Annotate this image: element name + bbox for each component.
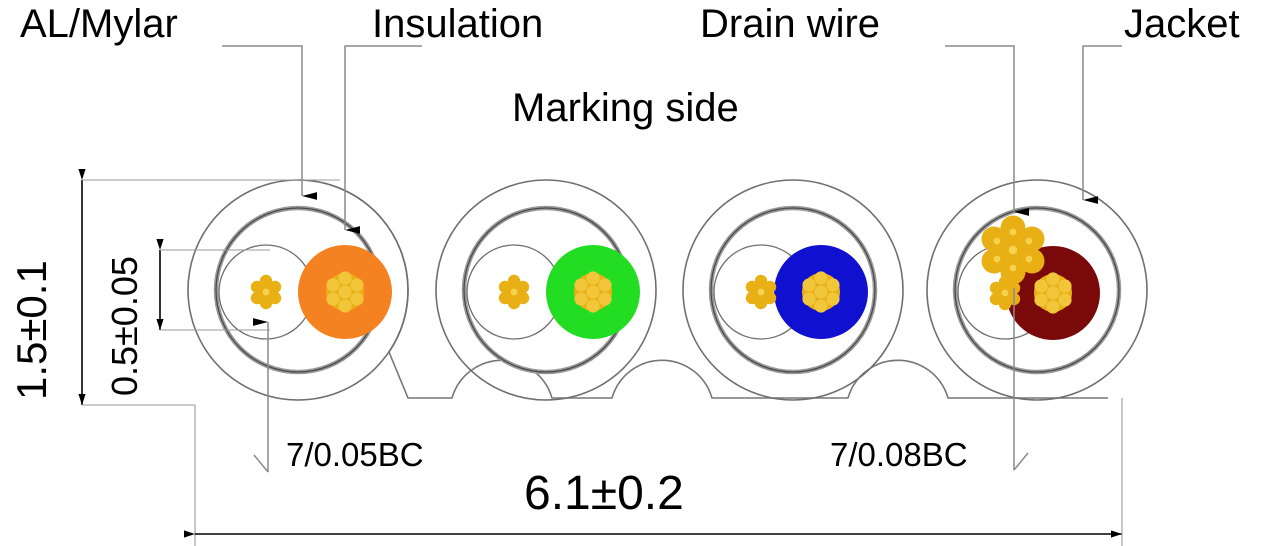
drain-wire-bundle-large — [981, 215, 1045, 285]
leader-lines-top — [222, 45, 1122, 234]
dimension-label-width-overall: 6.1±0.2 — [524, 467, 684, 520]
leader-al-mylar — [222, 45, 317, 200]
dimension-label-height-overall: 1.5±0.1 — [8, 260, 55, 400]
insulated-conductor-blue — [774, 245, 868, 339]
label-marking-side: Marking side — [512, 86, 739, 130]
copper-strands-maroon — [1034, 272, 1072, 314]
label-small-conductor-spec: 7/0.05BC — [286, 436, 424, 473]
drain-wire-strands-1 — [250, 274, 282, 310]
dimension-height-overall — [78, 169, 340, 546]
jacket-lobes — [187, 179, 1148, 401]
leader-jacket — [1082, 45, 1122, 204]
label-insulation: Insulation — [372, 2, 544, 46]
copper-strands-green — [574, 271, 612, 313]
label-al-mylar: AL/Mylar — [20, 2, 178, 46]
label-drain-wire: Drain wire — [700, 2, 881, 46]
label-large-conductor-spec: 7/0.08BC — [830, 436, 968, 473]
drain-wire-strands-3 — [745, 274, 777, 310]
dimension-label-height-inner: 0.5±0.05 — [104, 256, 145, 396]
copper-strands-orange — [326, 271, 364, 313]
leader-drain-wire — [945, 45, 1029, 216]
leader-insulation — [344, 45, 422, 234]
leader-small-tail — [253, 454, 269, 473]
dimension-width-overall — [184, 398, 1123, 546]
leader-lines-bottom — [253, 288, 1029, 473]
label-jacket: Jacket — [1124, 2, 1240, 46]
drain-wire-strands-2 — [498, 274, 530, 310]
insulated-conductor-green — [546, 245, 640, 339]
copper-strands-blue — [802, 271, 840, 313]
dimension-height-inner — [156, 239, 270, 331]
insulated-conductor-orange — [298, 245, 392, 339]
leader-large-tail — [1013, 452, 1029, 471]
